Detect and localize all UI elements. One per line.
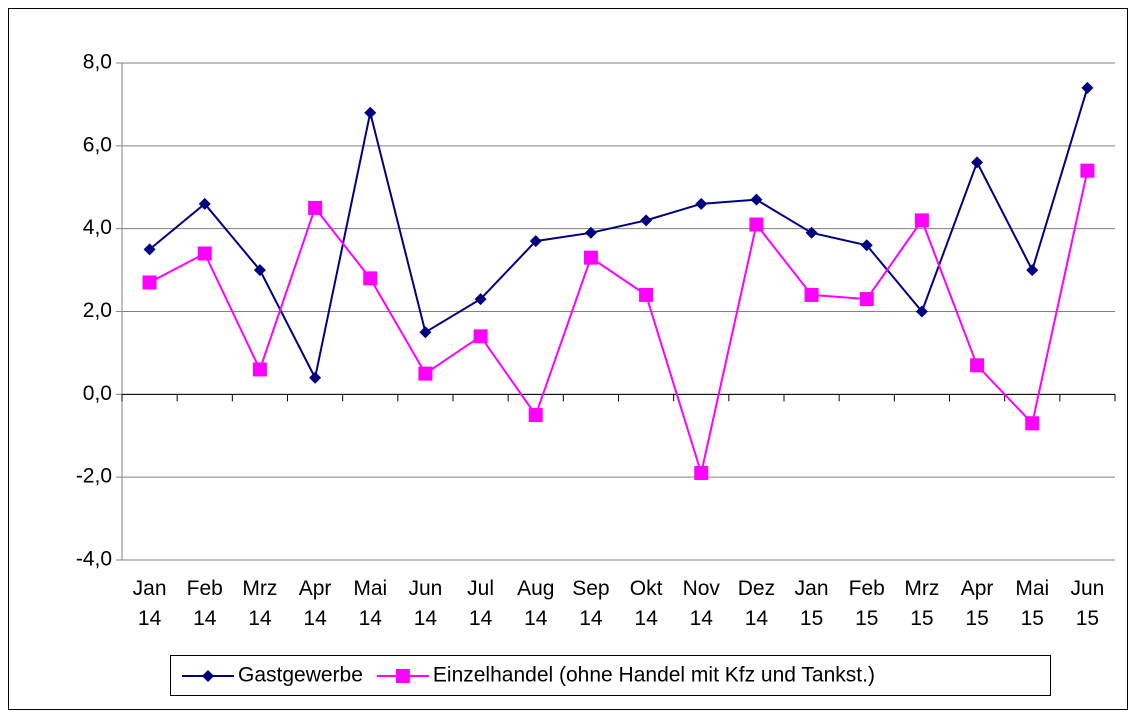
marker [805, 226, 818, 239]
x-tick-label: Mrz 15 [904, 577, 939, 630]
x-tick-label: Dez 14 [738, 577, 775, 630]
marker [750, 193, 763, 206]
x-tick-label: Feb 14 [187, 577, 223, 630]
marker [640, 214, 653, 227]
marker [749, 217, 764, 232]
marker [418, 366, 433, 381]
series-line [149, 170, 1089, 477]
legend-box [170, 655, 1051, 696]
marker [474, 293, 487, 306]
marker [1025, 416, 1040, 431]
marker [915, 305, 928, 318]
x-tick-label: Feb 15 [849, 577, 885, 630]
marker [143, 243, 156, 256]
marker [252, 362, 267, 377]
x-tick-label: Okt 14 [630, 577, 663, 630]
marker [142, 275, 157, 290]
marker [528, 408, 543, 423]
legend-label: Gastgewerbe [238, 664, 363, 687]
marker [859, 292, 874, 307]
y-tick-label: 0,0 [83, 382, 112, 405]
marker [473, 329, 488, 344]
marker [364, 106, 377, 119]
x-tick-label: Nov 14 [683, 577, 721, 630]
legend-label: Einzelhandel (ohne Handel mit Kfz und Ta… [433, 664, 875, 687]
marker [639, 287, 654, 302]
marker [363, 271, 378, 286]
y-tick-label: 6,0 [83, 133, 112, 156]
y-tick-label: 4,0 [83, 216, 112, 239]
marker [198, 197, 211, 210]
y-tick-label: 8,0 [83, 51, 112, 74]
marker [583, 250, 598, 265]
marker [1081, 81, 1094, 94]
marker [804, 287, 819, 302]
marker [309, 371, 322, 384]
x-tick-label: Jul 14 [467, 577, 494, 630]
x-tick-label: Apr 15 [961, 577, 994, 630]
x-tick-label: Mai 15 [1015, 577, 1049, 630]
marker [419, 326, 432, 339]
marker [695, 197, 708, 210]
x-tick-label: Jun 15 [1070, 577, 1104, 630]
x-tick-label: Apr 14 [299, 577, 332, 630]
legend-marker [202, 670, 214, 682]
marker [970, 358, 985, 373]
marker [860, 239, 873, 252]
marker [584, 226, 597, 239]
marker [197, 246, 212, 261]
legend-marker [395, 669, 410, 683]
series-line [148, 87, 1089, 381]
x-tick-label: Jun 14 [408, 577, 442, 630]
marker [308, 200, 323, 215]
marker [529, 235, 542, 248]
x-tick-label: Mai 14 [353, 577, 387, 630]
x-tick-label: Mrz 14 [242, 577, 277, 630]
y-tick-label: 2,0 [83, 299, 112, 322]
y-tick-label: -4,0 [76, 548, 112, 571]
x-tick-label: Sep 14 [572, 577, 609, 630]
x-tick-label: Aug 14 [517, 577, 554, 630]
x-tick-label: Jan 14 [133, 577, 167, 630]
marker [253, 264, 266, 277]
marker [971, 156, 984, 169]
marker [694, 466, 709, 481]
y-tick-label: -2,0 [76, 465, 112, 488]
marker [1080, 163, 1095, 178]
marker [1026, 264, 1039, 277]
x-tick-label: Jan 15 [795, 577, 829, 630]
chart-frame [8, 8, 1128, 710]
marker [914, 213, 929, 228]
